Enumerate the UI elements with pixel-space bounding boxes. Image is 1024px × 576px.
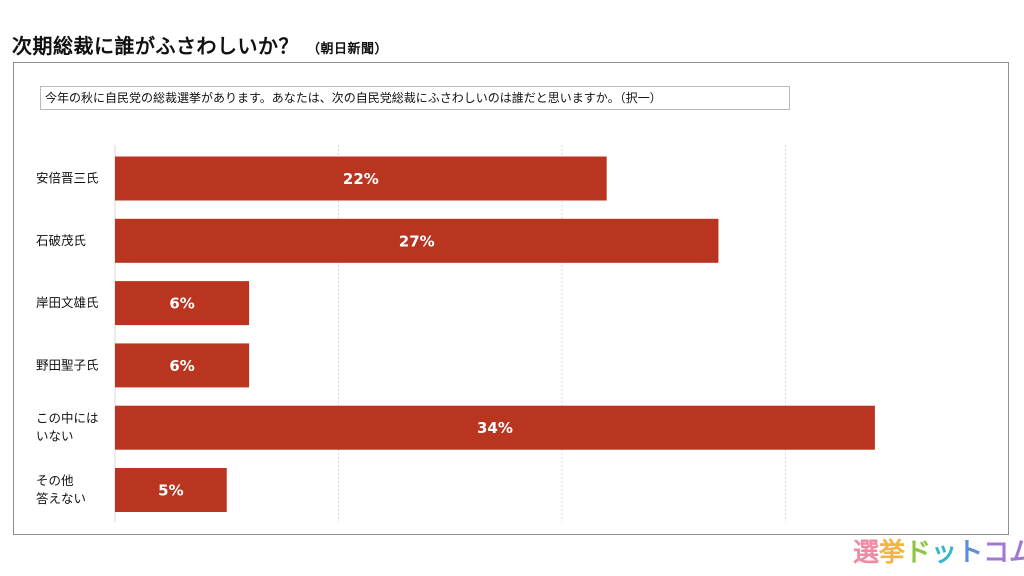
bar [115, 156, 607, 201]
bar [115, 468, 227, 512]
category-label: 石破茂氏 [36, 233, 86, 248]
data-label: 6% [169, 357, 194, 375]
source-label: （朝日新聞） [307, 42, 389, 57]
logo-char: コム [983, 538, 1024, 568]
page-title: 次期総裁に誰がふさわしいか？ （朝日新聞） [12, 30, 388, 59]
bar [115, 218, 719, 263]
data-label: 6% [169, 295, 194, 313]
category-label: いない [36, 429, 74, 444]
chart-title: 次期総裁に誰がふさわしいか？ [12, 34, 299, 58]
logo-char: ッ [931, 538, 958, 568]
data-label: 34% [477, 419, 513, 437]
logo-char: 選 [853, 538, 880, 568]
logo-char: 挙 [879, 538, 906, 568]
category-label: 岸田文雄氏 [36, 295, 99, 310]
site-logo: 選挙ドットコム [853, 536, 1024, 570]
bar [115, 405, 875, 450]
category-label: 野田聖子氏 [36, 357, 99, 372]
logo-char: ド [905, 538, 932, 568]
category-label: 答えない [36, 491, 86, 506]
category-label: 安倍晋三氏 [36, 171, 99, 186]
data-label: 27% [399, 232, 435, 250]
survey-question: 今年の秋に自民党の総裁選挙があります。あなたは、次の自民党総裁にふさわしいのは誰… [40, 86, 790, 110]
data-label: 22% [343, 170, 379, 188]
data-label: 5% [158, 482, 183, 500]
category-label: この中には [36, 411, 99, 426]
bar [115, 281, 250, 326]
bar [115, 343, 250, 388]
logo-char: ト [957, 538, 984, 568]
category-label: その他 [36, 473, 74, 488]
